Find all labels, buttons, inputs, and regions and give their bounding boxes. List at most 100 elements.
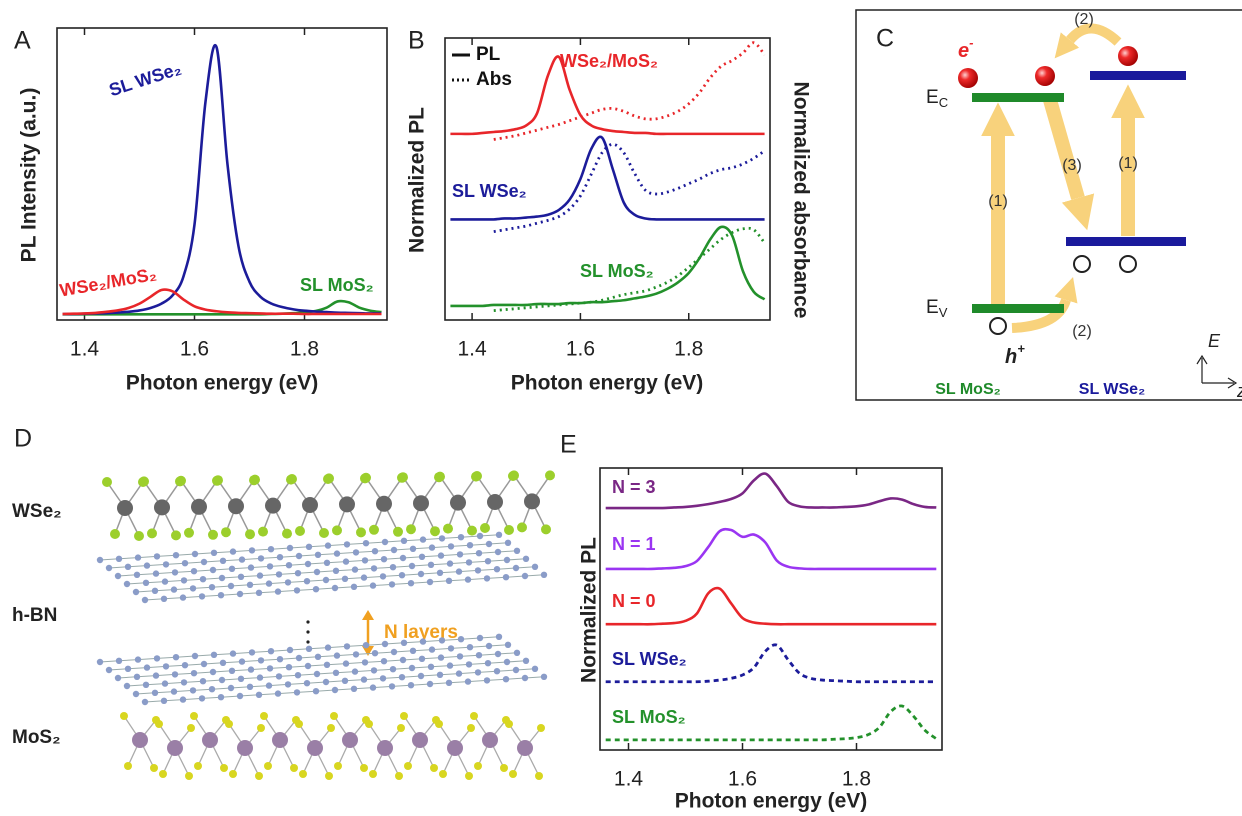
atom [398, 472, 408, 482]
atom [435, 472, 445, 482]
atom [400, 712, 408, 720]
atom [342, 732, 358, 748]
band-edge [1090, 71, 1186, 80]
atom [380, 573, 386, 579]
atom [285, 579, 291, 585]
x-tick-label: 1.8 [290, 338, 319, 361]
atom [275, 690, 281, 696]
atom [110, 529, 120, 539]
atom [467, 644, 473, 650]
atom [514, 548, 520, 554]
atom [220, 764, 228, 772]
atom [494, 668, 500, 674]
x-tick-label: 1.8 [674, 338, 703, 361]
atom [143, 682, 149, 688]
atom [437, 672, 443, 678]
atom [199, 695, 205, 701]
atom [181, 679, 187, 685]
hole [1120, 256, 1136, 272]
hole-label: h+ [1005, 341, 1025, 368]
atom [475, 567, 481, 573]
atom [124, 683, 130, 689]
atom [495, 549, 501, 555]
atom [330, 712, 338, 720]
atom [172, 569, 178, 575]
atom [239, 556, 245, 562]
atom [391, 649, 397, 655]
atom [268, 546, 274, 552]
atom [439, 770, 447, 778]
atom [406, 524, 416, 534]
layer-label: WSe₂ [12, 501, 62, 522]
figure: C e- h+ EC EV (2) (1) (3) (1) (2) SL MoS… [0, 0, 1242, 816]
atom [427, 579, 433, 585]
level-label: EC [926, 87, 948, 110]
atom [213, 475, 223, 485]
atom [324, 473, 334, 483]
atom [324, 560, 330, 566]
atom [249, 649, 255, 655]
atom [256, 692, 262, 698]
atom [420, 638, 426, 644]
atom [391, 547, 397, 553]
atom [353, 549, 359, 555]
atom [332, 585, 338, 591]
atom [390, 564, 396, 570]
atom [343, 558, 349, 564]
ellipsis-dot [306, 620, 309, 623]
atom [509, 770, 517, 778]
atom [447, 560, 453, 566]
atom [228, 685, 234, 691]
atom [97, 557, 103, 563]
atom [287, 474, 297, 484]
atom [448, 543, 454, 549]
atom [181, 577, 187, 583]
x-tick-label: 1.6 [728, 768, 757, 791]
atom [435, 720, 443, 728]
atom [295, 526, 305, 536]
atom [154, 499, 170, 515]
atom [277, 554, 283, 560]
atom [446, 578, 452, 584]
atom [325, 644, 331, 650]
atom [476, 652, 482, 658]
atom [504, 659, 510, 665]
panel-label: A [14, 27, 31, 55]
atom [380, 675, 386, 681]
legend-label: PL [476, 44, 501, 65]
label-sub: V [939, 305, 948, 320]
atom [361, 676, 367, 682]
atom [294, 587, 300, 593]
atom [230, 548, 236, 554]
atom [344, 541, 350, 547]
atom [258, 555, 264, 561]
atom [304, 680, 310, 686]
atom [410, 546, 416, 552]
atom [496, 634, 502, 640]
atom [356, 527, 366, 537]
x-tick-label: 1.6 [180, 338, 209, 361]
atom [457, 551, 463, 557]
y2-axis-label: Normalized absorbance [789, 82, 812, 319]
band-edge [972, 304, 1064, 313]
atom [124, 762, 132, 770]
atom [260, 712, 268, 720]
atom [532, 666, 538, 672]
atom [296, 553, 302, 559]
x-tick-label: 1.6 [566, 338, 595, 361]
atom [219, 575, 225, 581]
atom [294, 689, 300, 695]
atom [535, 772, 543, 780]
atom [228, 498, 244, 514]
atom [173, 654, 179, 660]
layer-label: h-BN [12, 605, 57, 626]
atom [144, 664, 150, 670]
atom [458, 636, 464, 642]
atom [505, 540, 511, 546]
atom [475, 669, 481, 675]
atom [438, 654, 444, 660]
atom [400, 657, 406, 663]
atom [134, 572, 140, 578]
atom [324, 662, 330, 668]
atom [351, 686, 357, 692]
